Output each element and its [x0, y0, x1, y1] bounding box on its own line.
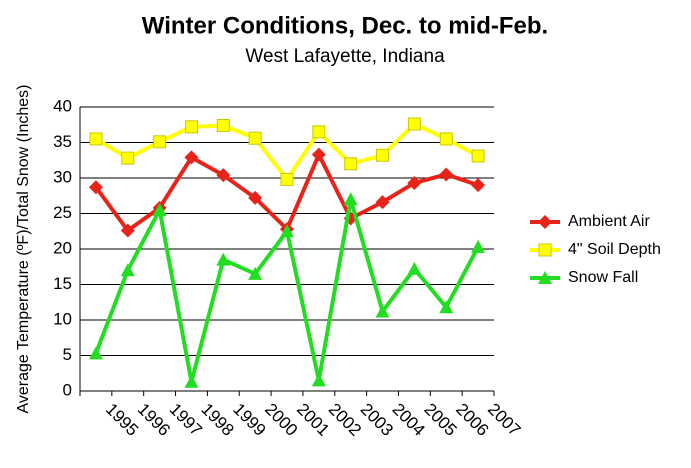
y-axis-label: Average Temperature (ºF)/Total Snow (Inc…	[15, 85, 32, 414]
x-tick-label: 1999	[229, 400, 269, 440]
point	[312, 125, 326, 139]
point	[311, 373, 326, 387]
point	[538, 243, 552, 257]
x-tick-label: 2007	[484, 400, 524, 440]
y-tick-label: 35	[53, 132, 72, 151]
point	[120, 223, 135, 238]
point	[88, 346, 103, 360]
point	[407, 261, 422, 275]
y-tick-label: 20	[53, 238, 72, 257]
point	[538, 271, 552, 284]
y-tick-label: 25	[53, 203, 72, 222]
point	[471, 239, 486, 253]
point	[88, 180, 103, 195]
y-tick-label: 15	[53, 274, 72, 293]
point	[184, 120, 198, 134]
y-tick-label: 40	[53, 96, 72, 115]
chart-subtitle: West Lafayette, Indiana	[245, 46, 445, 67]
point	[375, 195, 390, 210]
series-line	[94, 122, 480, 182]
x-tick-label: 2006	[452, 400, 492, 440]
legend-label: Snow Fall	[568, 269, 638, 286]
legend-label: Ambient Air	[568, 213, 650, 230]
point	[248, 266, 263, 280]
point	[343, 192, 358, 206]
point	[344, 157, 358, 171]
point	[407, 117, 421, 131]
x-tick-label: 2001	[293, 400, 333, 440]
x-tick-label: 1997	[166, 400, 206, 440]
point	[439, 300, 454, 314]
point	[216, 252, 231, 266]
point	[121, 151, 135, 165]
point	[216, 118, 230, 132]
point	[471, 178, 486, 193]
x-tick-label: 1996	[134, 400, 174, 440]
point	[184, 374, 199, 388]
point	[407, 175, 422, 190]
point	[248, 131, 262, 145]
x-tick-label: 2005	[420, 400, 460, 440]
point	[89, 132, 103, 146]
point	[538, 215, 552, 229]
point	[248, 190, 263, 205]
x-tick-label: 1995	[102, 400, 142, 440]
legend-label: 4" Soil Depth	[568, 241, 661, 258]
point	[439, 132, 453, 146]
x-tick-label: 2004	[389, 400, 429, 440]
point	[120, 263, 135, 277]
point	[376, 148, 390, 162]
x-tick-label: 2003	[357, 400, 397, 440]
point	[471, 149, 485, 163]
point	[375, 304, 390, 318]
x-tick-label: 2000	[261, 400, 301, 440]
point	[280, 224, 294, 238]
y-tick-label: 0	[63, 380, 72, 399]
point	[152, 202, 167, 216]
y-tick-label: 30	[53, 167, 72, 186]
y-tick-label: 10	[53, 309, 72, 328]
point	[216, 168, 231, 183]
y-tick-label: 5	[63, 345, 72, 364]
point	[439, 167, 454, 182]
point	[184, 150, 199, 165]
x-tick-label: 2002	[325, 400, 365, 440]
point	[153, 135, 167, 149]
x-tick-label: 1998	[197, 400, 237, 440]
chart-title: Winter Conditions, Dec. to mid-Feb.	[142, 12, 548, 39]
point	[280, 172, 294, 186]
point	[311, 147, 326, 162]
